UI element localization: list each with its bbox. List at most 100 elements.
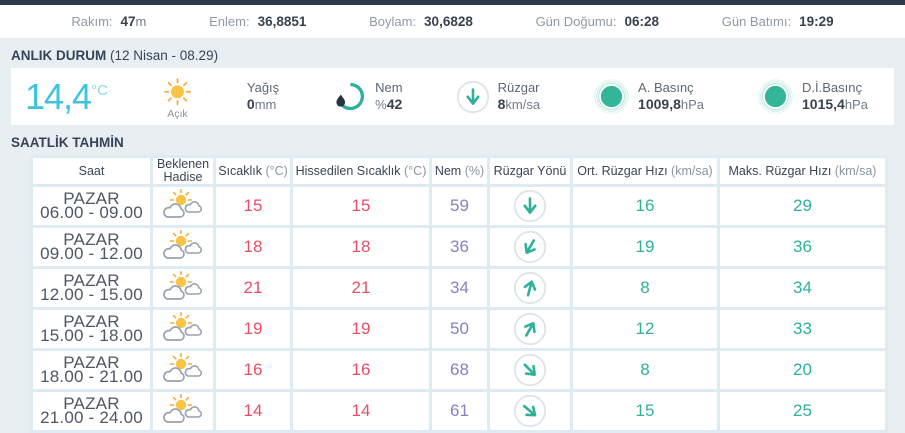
max-wind-cell: 29: [720, 187, 885, 225]
wind-direction-icon: [513, 230, 547, 264]
metric-label: D.İ.Basınç: [802, 80, 862, 95]
temperature-cell: 16: [216, 351, 290, 389]
stat-value: 47m: [120, 14, 147, 29]
humidity-gauge-icon: [332, 79, 367, 114]
sun-clouds-icon: [160, 230, 206, 264]
wind-direction-icon: [513, 394, 547, 428]
metric-value: 1015,4hPa: [802, 96, 868, 112]
topbar-stat-rak-m: Rakım: 47m: [71, 14, 146, 29]
metric-ya: Yağış 0mm: [247, 80, 279, 113]
humidity-cell: 68: [432, 351, 487, 389]
stat-value: 19:29: [799, 14, 834, 29]
forecast-row: PAZAR 18.00 - 21.00 16 16 68 8 20: [33, 351, 885, 389]
current-temperature: 14,4°C: [25, 76, 108, 118]
stat-label: Boylam:: [369, 14, 417, 29]
metric-label: Nem: [375, 80, 403, 95]
condition-cell: [153, 310, 213, 348]
humidity-cell: 59: [432, 187, 487, 225]
metric-label: A. Basınç: [638, 80, 694, 95]
max-wind-cell: 36: [720, 228, 885, 266]
forecast-row: PAZAR 15.00 - 18.00 19 19 50 12 33: [33, 310, 885, 348]
sun-clouds-icon: [160, 189, 206, 223]
wind-direction-icon: [513, 312, 547, 346]
current-temperature-value: 14,4: [25, 75, 92, 117]
stat-value: 36,8851: [257, 14, 307, 29]
wind-direction-cell: [490, 228, 570, 266]
temperature-cell: 15: [216, 187, 290, 225]
wind-direction-cell: [490, 351, 570, 389]
current-condition-label: Açık: [167, 108, 188, 120]
humidity-cell: 36: [432, 228, 487, 266]
feels-like-cell: 15: [293, 187, 429, 225]
condition-cell: [153, 228, 213, 266]
max-wind-cell: 25: [720, 392, 885, 430]
column-header-r-zgar-y-n: Rüzgar Yönü: [490, 158, 570, 184]
metric-value: 1009,8hPa: [638, 96, 705, 112]
stat-label: Gün Doğumu:: [535, 14, 617, 29]
column-header-nem: Nem (%): [432, 158, 487, 184]
humidity-cell: 61: [432, 392, 487, 430]
stat-value: 06:28: [624, 14, 660, 29]
feels-like-cell: 16: [293, 351, 429, 389]
column-header-saat: Saat: [33, 158, 150, 184]
avg-wind-cell: 19: [573, 228, 717, 266]
time-slot-cell: PAZAR 21.00 - 24.00: [33, 392, 150, 430]
sun-clouds-icon: [160, 353, 206, 387]
sun-clouds-icon: [160, 394, 206, 428]
station-stats-bar: Rakım: 47m Enlem: 36,8851 Boylam: 30,6828 Gün …: [0, 5, 905, 38]
pressure-icon: [593, 78, 630, 115]
avg-wind-cell: 12: [573, 310, 717, 348]
metric-value: 0mm: [246, 96, 277, 112]
time-slot-cell: PAZAR 15.00 - 18.00: [33, 310, 150, 348]
time-slot-cell: PAZAR 12.00 - 15.00: [33, 269, 150, 307]
wind-direction-icon: [513, 271, 547, 305]
wind-direction-icon: [513, 353, 547, 387]
metric-label: Yağış: [246, 80, 280, 95]
current-conditions-panel: 14,4°C Açık Yağış 0mm Nem %42 Rüzgar 8km/sa…: [11, 68, 894, 125]
avg-wind-cell: 8: [573, 269, 717, 307]
time-slot-cell: PAZAR 06.00 - 09.00: [33, 187, 150, 225]
condition-cell: [153, 392, 213, 430]
stat-label: Enlem:: [209, 14, 250, 29]
wind-direction-cell: [490, 269, 570, 307]
metric-d-i-bas-n: D.İ.Basınç 1015,4hPa: [757, 78, 868, 115]
topbar-stat-boylam: Boylam: 30,6828: [369, 14, 473, 29]
forecast-row: PAZAR 06.00 - 09.00 15 15 59 16 29: [33, 187, 885, 225]
feels-like-cell: 21: [293, 269, 429, 307]
column-header-beklenen-hadise: Beklenen Hadise: [153, 158, 213, 184]
time-slot-cell: PAZAR 09.00 - 12.00: [33, 228, 150, 266]
metric-unit: km/sa: [505, 97, 541, 112]
temperature-cell: 19: [216, 310, 290, 348]
condition-cell: [153, 187, 213, 225]
forecast-section-heading: SAATLİK TAHMİN: [11, 135, 894, 151]
stat-label: Gün Batımı:: [721, 14, 792, 29]
forecast-row: PAZAR 09.00 - 12.00 18 18 36 19 36: [33, 228, 885, 266]
sun-icon: [161, 77, 194, 110]
feels-like-cell: 19: [293, 310, 429, 348]
stat-unit: m: [135, 14, 147, 29]
metric-label: Rüzgar: [497, 80, 540, 95]
stat-value: 30,6828: [424, 14, 473, 29]
forecast-table-body: PAZAR 06.00 - 09.00 15 15 59 16 29 PAZAR 09.00…: [33, 187, 885, 430]
temperature-cell: 14: [216, 392, 290, 430]
temperature-cell: 21: [216, 269, 290, 307]
avg-wind-cell: 16: [573, 187, 717, 225]
pressure-icon: [757, 78, 794, 115]
forecast-section-title: SAATLİK TAHMİN: [11, 135, 124, 150]
max-wind-cell: 33: [720, 310, 885, 348]
sun-clouds-icon: [160, 271, 206, 305]
max-wind-cell: 20: [720, 351, 885, 389]
metric-unit: %: [375, 97, 387, 112]
metric-a-bas-n: A. Basınç 1009,8hPa: [593, 78, 704, 115]
metric-unit: hPa: [844, 97, 868, 112]
condition-cell: [153, 351, 213, 389]
wind-direction-icon: [513, 189, 547, 223]
max-wind-cell: 34: [720, 269, 885, 307]
wind-direction-cell: [490, 310, 570, 348]
forecast-row: PAZAR 12.00 - 15.00 21 21 34 8 34: [33, 269, 885, 307]
column-header-hissedilen-s-cakl-k: Hissedilen Sıcaklık (°C): [293, 158, 429, 184]
sun-clouds-icon: [160, 312, 206, 346]
topbar-stat-g-n-do-umu: Gün Doğumu: 06:28: [536, 14, 659, 29]
current-temperature-unit: °C: [91, 81, 108, 99]
metric-unit: mm: [254, 97, 277, 112]
